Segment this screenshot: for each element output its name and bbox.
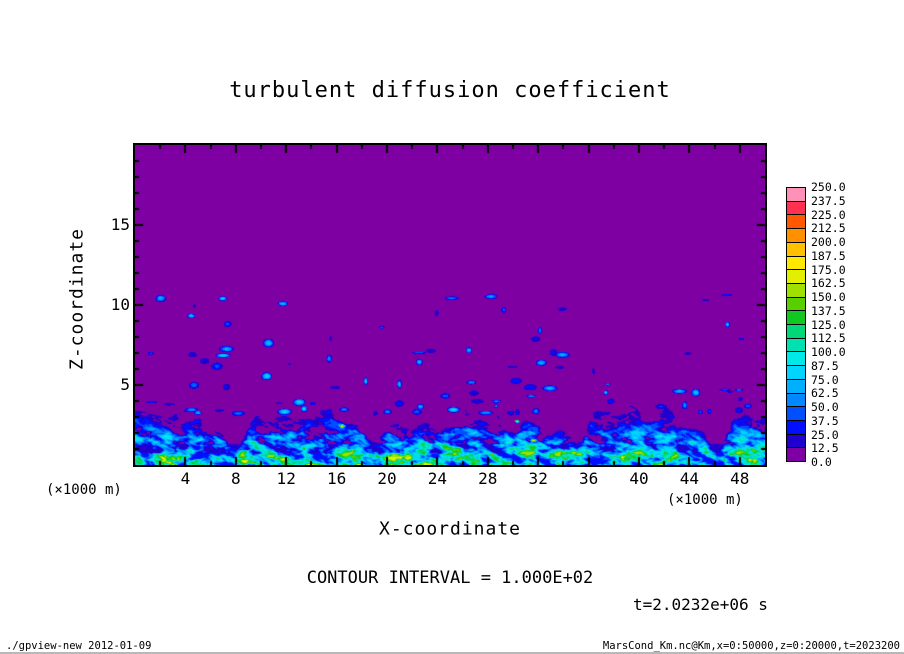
colorbar-segment — [787, 310, 805, 325]
colorbar — [786, 187, 806, 462]
colorbar-label: 112.5 — [811, 331, 846, 346]
z-tick-label: 10 — [110, 295, 130, 314]
colorbar-label: 225.0 — [811, 207, 846, 222]
x-tick-label: 28 — [478, 469, 498, 488]
z-axis-unit: (×1000 m) — [46, 482, 122, 498]
colorbar-label: 212.5 — [811, 221, 846, 236]
colorbar-segment — [787, 188, 805, 201]
colorbar-label: 187.5 — [811, 248, 846, 263]
colorbar-segment — [787, 296, 805, 311]
colorbar-segment — [787, 200, 805, 215]
colorbar-segment — [787, 433, 805, 448]
x-tick-label: 8 — [230, 469, 241, 488]
colorbar-label: 37.5 — [811, 413, 839, 428]
heatmap-canvas — [135, 145, 765, 465]
colorbar-segment — [787, 447, 805, 462]
x-tick-label: 36 — [578, 469, 599, 488]
colorbar-label: 12.5 — [811, 441, 839, 456]
colorbar-label: 50.0 — [811, 400, 839, 414]
z-tick-label: 15 — [110, 215, 130, 234]
plot-title: turbulent diffusion coefficient — [229, 78, 671, 103]
colorbar-segment — [787, 378, 805, 393]
colorbar-label: 62.5 — [811, 386, 839, 401]
colorbar-segment — [787, 365, 805, 379]
colorbar-segment — [787, 337, 805, 352]
colorbar-label: 237.5 — [811, 193, 846, 208]
contour-interval-text: CONTOUR INTERVAL = 1.000E+02 — [306, 568, 594, 588]
x-axis-label: X-coordinate — [378, 518, 522, 540]
x-tick-label: 4 — [180, 469, 191, 488]
x-tick-label: 24 — [427, 469, 448, 488]
x-tick-label: 16 — [326, 469, 347, 488]
colorbar-label: 25.0 — [811, 427, 839, 442]
x-tick-label: 44 — [679, 469, 700, 488]
x-tick-label: 20 — [377, 469, 397, 488]
x-tick-label: 48 — [730, 469, 750, 488]
time-annotation: t=2.0232e+06 s — [633, 595, 768, 614]
colorbar-label: 250.0 — [811, 180, 846, 194]
footer-command: ./gpview-new 2012-01-09 — [6, 640, 152, 652]
colorbar-label: 87.5 — [811, 358, 839, 373]
colorbar-segment — [787, 419, 805, 434]
colorbar-label: 137.5 — [811, 303, 846, 318]
colorbar-segment — [787, 282, 805, 297]
colorbar-segment — [787, 406, 805, 420]
colorbar-segment — [787, 241, 805, 256]
colorbar-label: 125.0 — [811, 317, 846, 332]
colorbar-label: 150.0 — [811, 290, 846, 304]
colorbar-segment — [787, 392, 805, 407]
colorbar-label: 175.0 — [811, 262, 846, 277]
colorbar-segment — [787, 269, 805, 283]
colorbar-label: 200.0 — [811, 235, 846, 249]
x-tick-label: 12 — [276, 469, 296, 488]
z-tick-label: 5 — [120, 375, 130, 394]
plot-area — [133, 143, 767, 467]
colorbar-label: 100.0 — [811, 345, 846, 359]
colorbar-label: 162.5 — [811, 276, 846, 291]
colorbar-label: 0.0 — [811, 455, 832, 469]
x-tick-label: 32 — [528, 469, 548, 488]
colorbar-segment — [787, 214, 805, 229]
x-axis-unit: (×1000 m) — [667, 492, 743, 508]
colorbar-segment — [787, 228, 805, 242]
z-axis-label: Z-coordinate — [66, 227, 88, 371]
colorbar-label: 75.0 — [811, 372, 839, 387]
colorbar-segment — [787, 351, 805, 366]
colorbar-segment — [787, 324, 805, 338]
colorbar-segment — [787, 255, 805, 270]
x-tick-label: 40 — [629, 469, 649, 488]
footer-file-info: MarsCond_Km.nc@Km,x=0:50000,z=0:20000,t=… — [602, 640, 900, 652]
